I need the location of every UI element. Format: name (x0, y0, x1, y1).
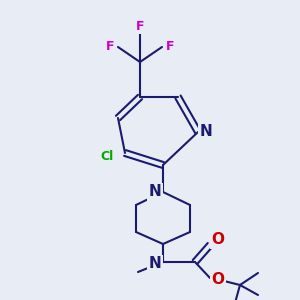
Text: N: N (148, 256, 161, 272)
Text: O: O (212, 272, 224, 287)
Text: N: N (200, 124, 212, 140)
Text: O: O (212, 232, 224, 247)
Text: F: F (136, 20, 144, 32)
Text: N: N (148, 184, 161, 200)
Text: Cl: Cl (100, 149, 114, 163)
Text: F: F (106, 40, 114, 53)
Text: F: F (166, 40, 174, 53)
